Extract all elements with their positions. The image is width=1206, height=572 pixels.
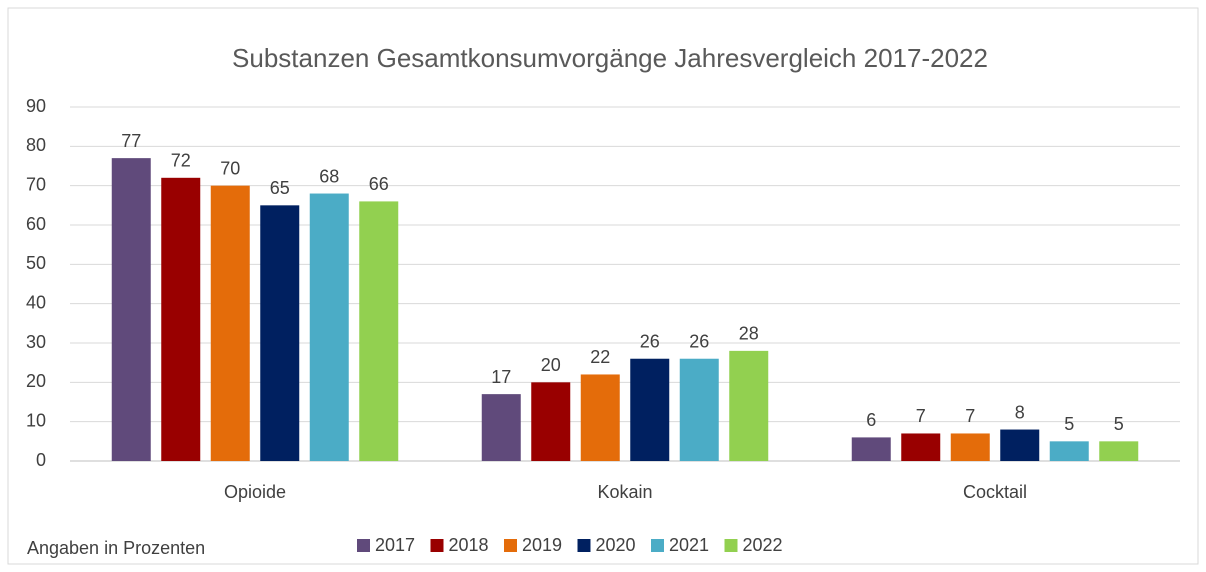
note: Angaben in Prozenten (27, 538, 205, 558)
data-label: 28 (739, 324, 759, 344)
bar (851, 437, 891, 461)
bar (1000, 429, 1040, 461)
data-label: 5 (1064, 414, 1074, 434)
x-tick-label: Cocktail (963, 482, 1027, 502)
y-tick-label: 20 (26, 371, 46, 391)
y-tick-label: 40 (26, 292, 46, 312)
bar (210, 185, 250, 461)
data-label: 70 (220, 158, 240, 178)
y-tick-label: 60 (26, 214, 46, 234)
y-tick-label: 30 (26, 332, 46, 352)
data-label: 7 (916, 406, 926, 426)
legend-label: 2019 (522, 535, 562, 555)
legend-swatch (357, 539, 370, 552)
data-label: 72 (171, 151, 191, 171)
chart-title: Substanzen Gesamtkonsumvorgänge Jahresve… (232, 43, 988, 73)
legend-label: 2017 (375, 535, 415, 555)
bar (260, 205, 300, 461)
data-label: 66 (369, 174, 389, 194)
bar (1099, 441, 1139, 461)
data-label: 17 (491, 367, 511, 387)
bar (729, 350, 769, 461)
bar (630, 358, 670, 461)
legend-label: 2022 (743, 535, 783, 555)
legend-swatch (724, 539, 738, 552)
bar (531, 382, 571, 461)
bar (679, 358, 719, 461)
y-tick-label: 80 (26, 135, 46, 155)
data-label: 22 (590, 347, 610, 367)
y-tick-label: 90 (26, 96, 46, 116)
data-label: 20 (541, 355, 561, 375)
data-label: 26 (640, 331, 660, 351)
y-tick-label: 10 (26, 410, 46, 430)
data-label: 68 (319, 166, 339, 186)
legend-label: 2021 (669, 535, 709, 555)
legend-swatch (504, 539, 517, 552)
x-tick-label: Opioide (224, 482, 286, 502)
bar (950, 433, 990, 461)
chart-border (7, 7, 1199, 565)
legend-label: 2020 (596, 535, 636, 555)
legend-swatch (430, 539, 444, 552)
y-tick-label: 0 (36, 450, 46, 470)
bar (1049, 441, 1089, 461)
data-label: 26 (689, 331, 709, 351)
data-label: 8 (1015, 402, 1025, 422)
bar (580, 374, 620, 461)
data-label: 5 (1114, 414, 1124, 434)
x-tick-label: Kokain (597, 482, 652, 502)
bar (359, 201, 399, 461)
data-label: 65 (270, 178, 290, 198)
data-label: 77 (121, 131, 141, 151)
bar (901, 433, 941, 461)
bar (161, 177, 201, 462)
y-tick-label: 50 (26, 253, 46, 273)
legend-label: 2018 (449, 535, 489, 555)
legend-swatch (651, 539, 664, 552)
data-label: 7 (965, 406, 975, 426)
bar (481, 394, 521, 461)
bar (309, 193, 349, 462)
legend-swatch (577, 539, 591, 552)
y-tick-label: 70 (26, 174, 46, 194)
data-label: 6 (866, 410, 876, 430)
bar (111, 158, 151, 461)
